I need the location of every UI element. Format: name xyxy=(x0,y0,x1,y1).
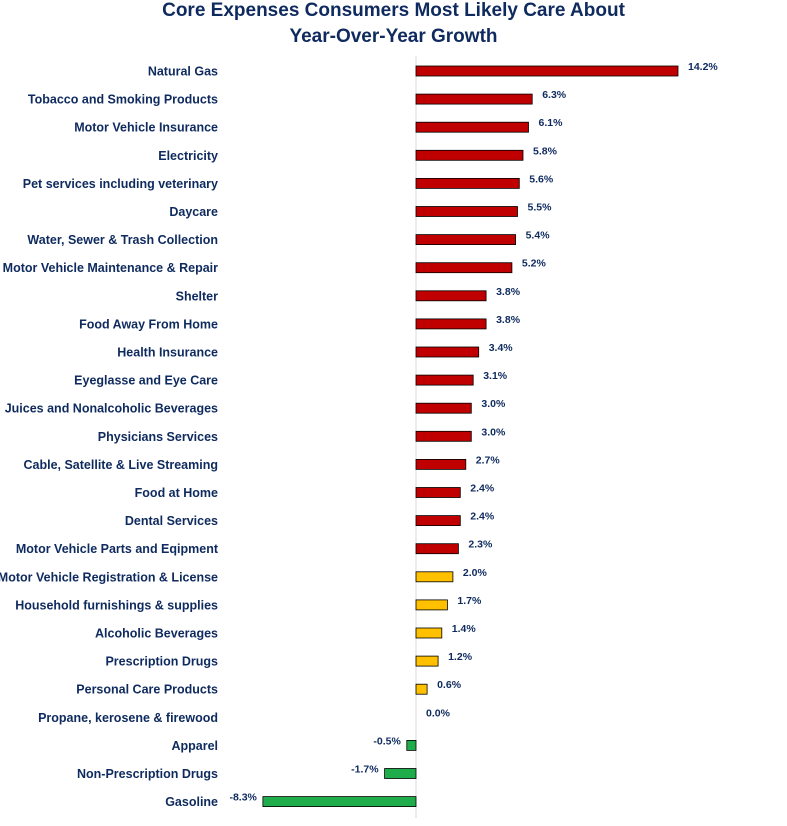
data-label: 1.2% xyxy=(448,651,473,663)
data-label: 2.7% xyxy=(476,454,501,466)
data-label: 1.7% xyxy=(457,595,482,607)
category-label: Food Away From Home xyxy=(79,317,218,331)
category-label: Non-Prescription Drugs xyxy=(77,767,218,781)
category-label: Eyeglasse and Eye Care xyxy=(74,374,218,388)
data-label: 3.1% xyxy=(483,370,508,382)
category-label: Health Insurance xyxy=(117,346,218,360)
bar xyxy=(415,458,467,470)
bar xyxy=(415,290,487,302)
category-label: Household furnishings & supplies xyxy=(15,598,218,612)
chart-subtitle: Year-Over-Year Growth xyxy=(289,26,498,47)
category-label: Prescription Drugs xyxy=(105,655,218,669)
bar xyxy=(415,571,454,583)
data-label: 5.6% xyxy=(529,173,554,185)
category-label: Motor Vehicle Insurance xyxy=(74,121,218,135)
data-label: 0.6% xyxy=(437,679,462,691)
data-label: 6.1% xyxy=(539,117,564,129)
value-labels: 14.2% 6.3% 6.1% 5.8% 5.6% 5.5% 5.4% 5.2% 3.8% 3.8… xyxy=(229,61,718,804)
bar xyxy=(415,543,459,555)
bar xyxy=(415,318,487,330)
bar xyxy=(415,149,524,161)
category-label: Alcoholic Beverages xyxy=(95,627,218,641)
category-label: Food at Home xyxy=(135,486,218,500)
bar xyxy=(262,796,417,807)
data-label: -8.3% xyxy=(229,792,257,804)
category-labels: Natural Gas Tobacco and Smoking Products M… xyxy=(0,65,219,810)
data-label: -0.5% xyxy=(373,735,401,747)
bar xyxy=(415,177,520,189)
category-label: Gasoline xyxy=(165,795,218,809)
category-label: Personal Care Products xyxy=(76,683,218,697)
data-label: 3.8% xyxy=(496,314,521,326)
category-label: Pet services including veterinary xyxy=(23,177,218,191)
bar xyxy=(415,262,513,274)
category-label: Cable, Satellite & Live Streaming xyxy=(23,458,218,472)
category-label: Tobacco and Smoking Products xyxy=(28,93,218,107)
bar xyxy=(415,234,516,246)
data-label: 3.4% xyxy=(489,342,514,354)
data-label: 5.4% xyxy=(526,230,551,242)
data-label: 3.8% xyxy=(496,286,521,298)
data-label: 3.0% xyxy=(481,398,506,410)
bar xyxy=(415,487,461,498)
bar xyxy=(406,740,417,751)
category-label: Juices and Nonalcoholic Beverages xyxy=(5,402,218,416)
category-label: Apparel xyxy=(171,739,218,753)
data-label: 6.3% xyxy=(542,89,567,101)
data-label: 1.4% xyxy=(452,623,477,635)
category-label: Electricity xyxy=(158,149,218,163)
bar xyxy=(415,65,679,77)
data-label: 5.8% xyxy=(533,145,558,157)
bar xyxy=(415,374,474,386)
bar xyxy=(415,402,472,414)
bars-layer xyxy=(262,65,679,807)
category-label: Motor Vehicle Parts and Eqipment xyxy=(16,542,219,556)
bar xyxy=(415,627,443,639)
bar xyxy=(415,430,472,442)
category-label: Propane, kerosene & firewood xyxy=(38,711,218,725)
category-label: Dental Services xyxy=(125,514,218,528)
category-label: Water, Sewer & Trash Collection xyxy=(27,233,218,247)
category-label: Daycare xyxy=(169,205,218,219)
bar xyxy=(415,206,518,217)
bar xyxy=(415,93,533,105)
bar xyxy=(415,515,461,526)
bar xyxy=(384,768,417,779)
bar xyxy=(415,121,529,133)
data-label: -1.7% xyxy=(351,764,379,776)
data-label: 0.0% xyxy=(426,707,451,719)
category-label: Motor Vehicle Maintenance & Repair xyxy=(3,261,218,275)
data-label: 5.5% xyxy=(528,202,553,214)
bar xyxy=(415,346,480,358)
category-label: Shelter xyxy=(176,289,219,303)
data-label: 2.3% xyxy=(468,539,493,551)
data-label: 2.4% xyxy=(470,483,495,495)
data-label: 14.2% xyxy=(688,61,718,73)
category-label: Natural Gas xyxy=(148,65,218,79)
category-label: Physicians Services xyxy=(98,430,218,444)
data-label: 5.2% xyxy=(522,258,547,270)
bar xyxy=(415,655,439,667)
bar xyxy=(415,683,428,695)
category-label: Motor Vehicle Registration & License xyxy=(0,570,218,584)
bar xyxy=(415,599,448,611)
chart-title: Core Expenses Consumers Most Likely Care… xyxy=(162,0,625,21)
data-label: 2.4% xyxy=(470,511,495,523)
data-label: 2.0% xyxy=(463,567,488,579)
data-label: 3.0% xyxy=(481,426,506,438)
